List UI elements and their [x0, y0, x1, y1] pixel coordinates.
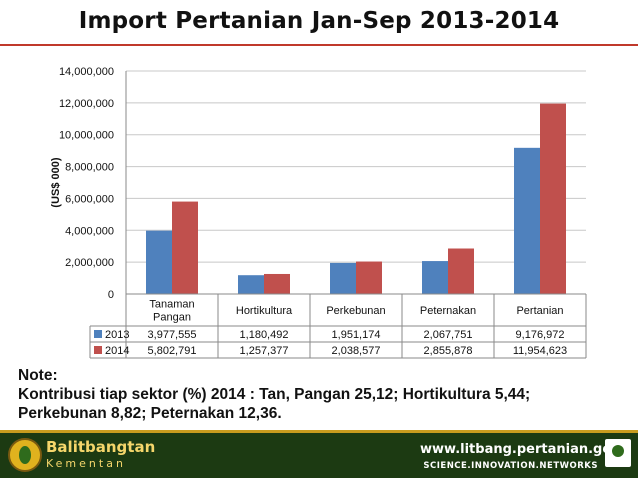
x-category-label-3: Peternakan	[420, 305, 476, 317]
footer-stripe	[0, 430, 638, 433]
y-tick-label-1: 2,000,000	[65, 257, 114, 269]
footer-url-link[interactable]: www.litbang.pertanian.go.id	[420, 442, 630, 457]
data-label-2014-2: 2,038,577	[332, 345, 381, 357]
note-block: Note: Kontribusi tiap sektor (%) 2014 : …	[18, 366, 628, 423]
data-label-2014-4: 11,954,623	[513, 345, 567, 357]
footer-org-subname: Kementan	[46, 457, 126, 470]
bar-2014-1	[264, 273, 290, 294]
bar-2013-1	[238, 275, 264, 294]
y-tick-label-6: 12,000,000	[59, 98, 114, 110]
data-label-2014-1: 1,257,377	[240, 345, 289, 357]
x-category-label-2: Perkebunan	[326, 305, 385, 317]
y-tick-label-7: 14,000,000	[59, 66, 114, 78]
y-tick-label-3: 6,000,000	[65, 193, 114, 205]
data-label-2013-1: 1,180,492	[240, 329, 289, 341]
balitbangtan-logo-icon	[8, 438, 42, 472]
import-bar-chart: 0 2,000,000 4,000,000 6,000,000 8,000,000 10,…	[50, 66, 587, 359]
page-title: Import Pertanian Jan-Sep 2013-2014	[78, 8, 560, 34]
title-divider	[0, 44, 638, 46]
y-tick-label-5: 10,000,000	[59, 130, 114, 142]
x-category-label-1: Hortikultura	[236, 305, 293, 317]
bar-2014-4	[540, 103, 566, 295]
y-tick-label-2: 4,000,000	[65, 225, 114, 237]
data-label-2013-3: 2,067,751	[424, 329, 473, 341]
footer-org-name: Balitbangtan	[46, 438, 156, 456]
note-line-1: Kontribusi tiap sektor (%) 2014 : Tan, P…	[18, 386, 531, 403]
footer-slogan: SCIENCE.INNOVATION.NETWORKS	[423, 461, 598, 471]
legend-swatch-2013	[94, 330, 102, 338]
legend-label-2014: 2014	[105, 345, 129, 357]
y-axis-title: (US$ 000)	[50, 157, 62, 207]
footer-bar: Balitbangtan Kementan www.litbang.pertan…	[0, 430, 638, 478]
x-category-label-0-1: Pangan	[153, 312, 191, 324]
ministry-badge-icon	[605, 439, 631, 467]
bar-2013-3	[422, 261, 448, 294]
y-tick-label-0: 0	[108, 289, 114, 301]
data-label-2014-0: 5,802,791	[148, 345, 197, 357]
bar-2014-3	[448, 248, 474, 294]
bar-2014-0	[172, 201, 198, 294]
data-label-2013-0: 3,977,555	[148, 329, 197, 341]
data-label-2013-4: 9,176,972	[516, 329, 565, 341]
note-heading: Note:	[18, 367, 58, 384]
legend-label-2013: 2013	[105, 329, 129, 341]
bar-2013-0	[146, 230, 172, 294]
bar-2013-2	[330, 262, 356, 294]
legend-swatch-2014	[94, 346, 102, 354]
note-line-2: Perkebunan 8,82; Peternakan 12,36.	[18, 405, 282, 422]
bar-2013-4	[514, 147, 540, 294]
y-tick-label-4: 8,000,000	[65, 162, 114, 174]
x-category-label-4: Pertanian	[516, 305, 563, 317]
data-label-2013-2: 1,951,174	[332, 329, 381, 341]
data-label-2014-3: 2,855,878	[424, 345, 473, 357]
x-category-label-0-0: Tanaman	[149, 299, 194, 311]
bar-2014-2	[356, 261, 382, 294]
